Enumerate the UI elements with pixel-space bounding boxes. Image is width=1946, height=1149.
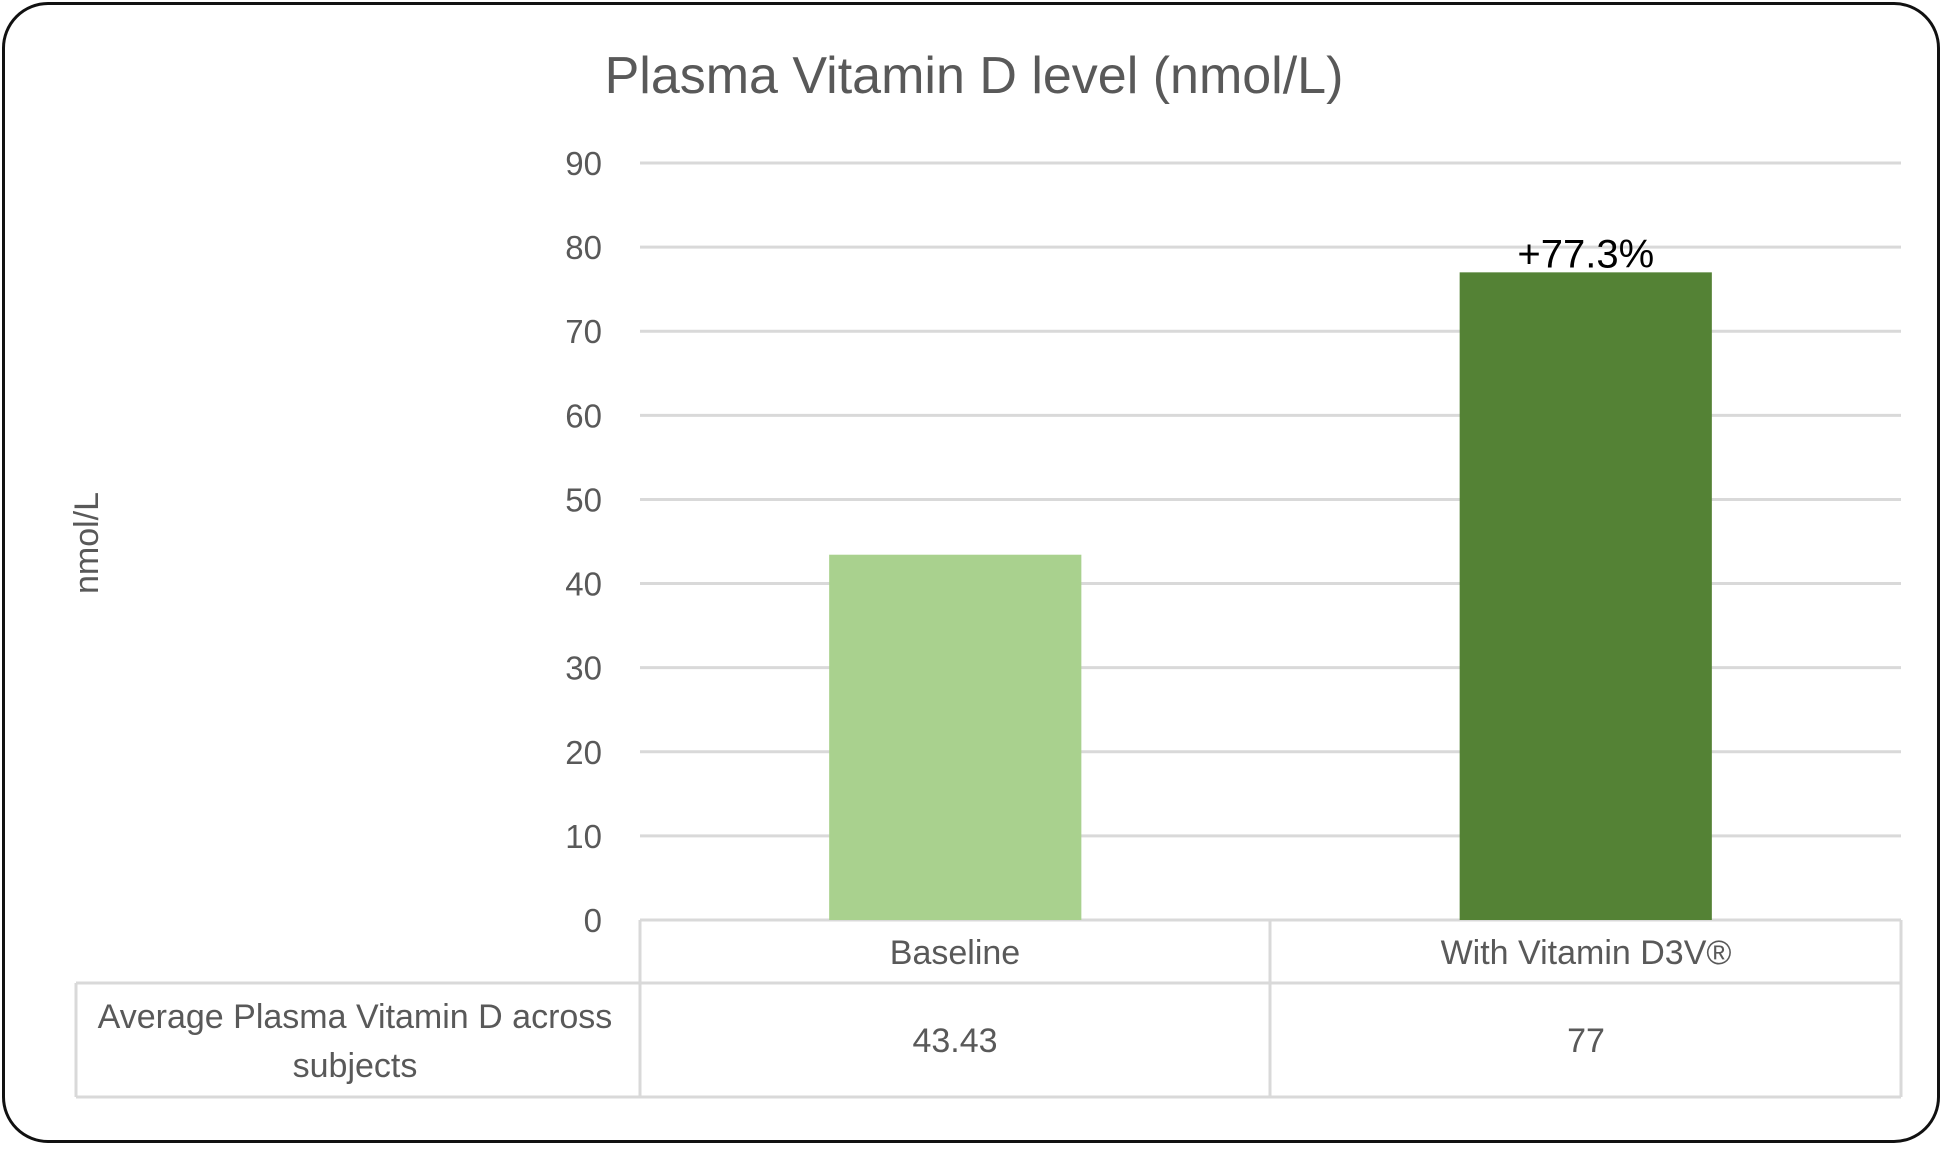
table-row-label-line-2: subjects <box>293 1047 418 1085</box>
y-tick-label: 10 <box>565 818 602 855</box>
y-tick-label: 50 <box>565 481 602 518</box>
y-tick-label: 0 <box>584 902 602 939</box>
bars <box>829 272 1712 920</box>
bar-with-vitamin-d3v <box>1459 272 1712 920</box>
y-tick-label: 90 <box>565 145 602 182</box>
table-value-with-vitamin-d3v: 77 <box>1567 1022 1605 1060</box>
bar-annotation: +77.3% <box>1517 232 1654 276</box>
bar-baseline <box>829 554 1082 920</box>
y-axis-ticks: 0 10 20 30 40 50 60 70 80 90 <box>565 145 602 939</box>
data-table: Baseline With Vitamin D3V® Average Plasm… <box>74 920 1903 1099</box>
table-value-baseline: 43.43 <box>912 1022 997 1060</box>
y-axis-label: nmol/L <box>68 492 106 594</box>
chart-title: Plasma Vitamin D level (nmol/L) <box>605 47 1344 105</box>
y-tick-label: 80 <box>565 229 602 266</box>
category-label-with-vitamin-d3v: With Vitamin D3V® <box>1441 934 1732 972</box>
y-tick-label: 20 <box>565 734 602 771</box>
y-tick-label: 60 <box>565 397 602 434</box>
y-tick-label: 30 <box>565 650 602 687</box>
bar-annotations: +77.3% <box>1517 232 1654 276</box>
table-row-label-line-1: Average Plasma Vitamin D across <box>98 998 613 1036</box>
y-tick-label: 40 <box>565 566 602 603</box>
y-tick-label: 70 <box>565 313 602 350</box>
category-label-baseline: Baseline <box>890 934 1020 972</box>
